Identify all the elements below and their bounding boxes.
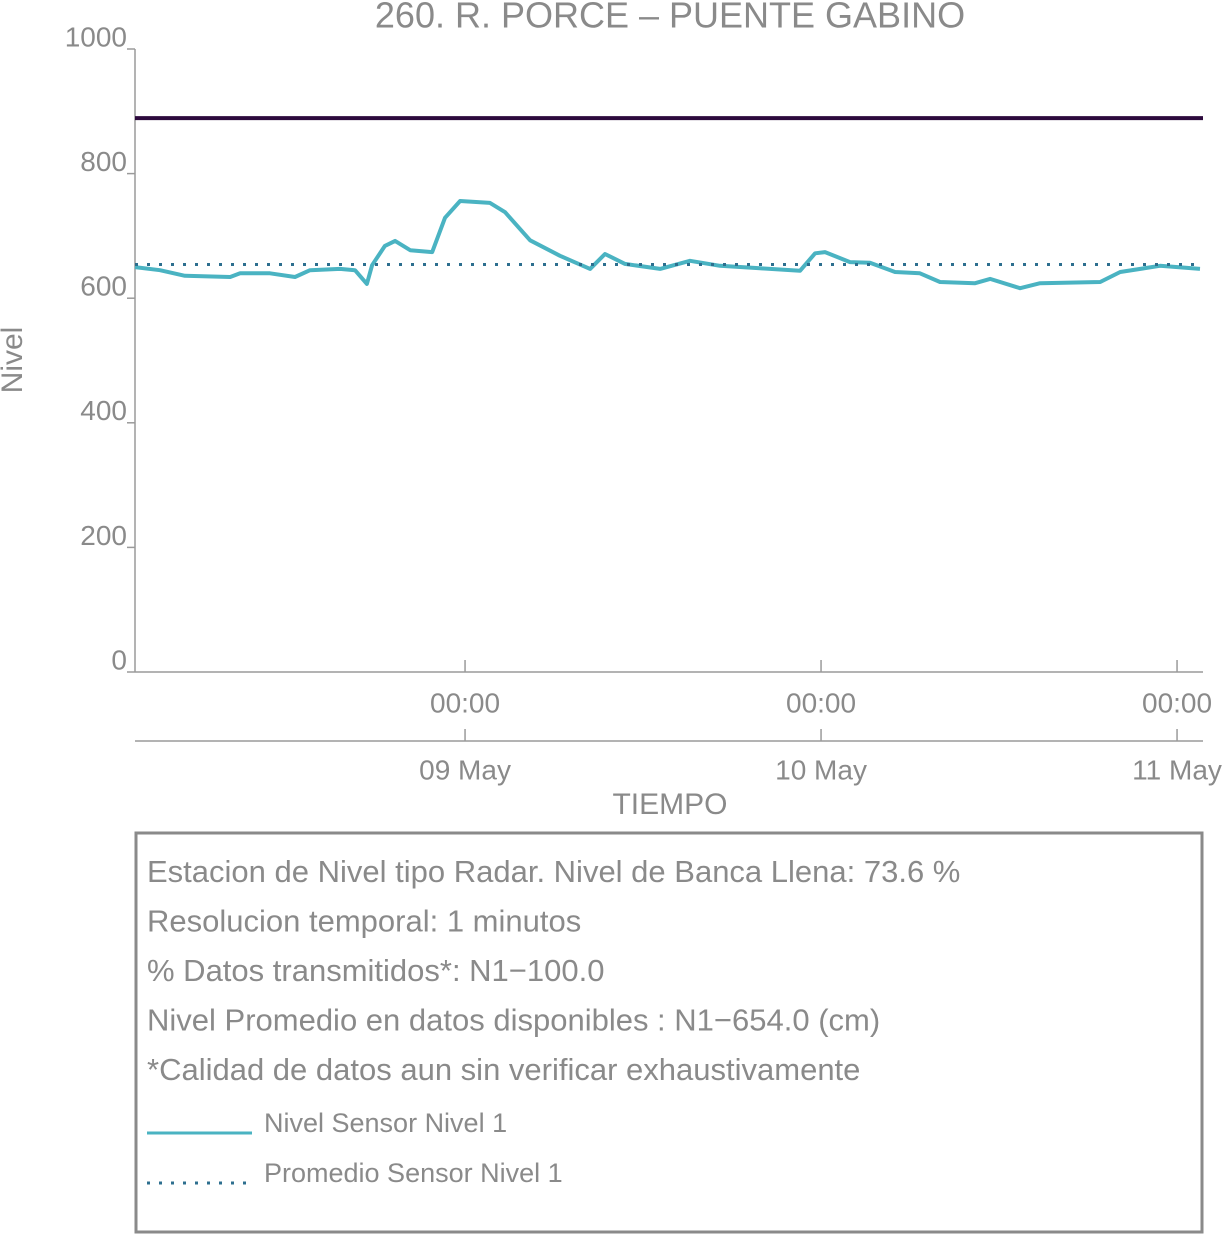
legend-label: Nivel Sensor Nivel 1	[264, 1108, 507, 1138]
info-line: Resolucion temporal: 1 minutos	[147, 904, 581, 939]
info-box	[134, 831, 1204, 1234]
y-tick-label: 0	[111, 644, 127, 675]
x-date-label: 11 May	[1132, 754, 1222, 785]
y-tick-label: 600	[80, 271, 127, 302]
info-line: Nivel Promedio en datos disponibles : N1…	[147, 1003, 880, 1038]
info-line: Estacion de Nivel tipo Radar. Nivel de B…	[147, 854, 960, 889]
x-tick-label: 00:00	[1142, 687, 1212, 718]
info-line: % Datos transmitidos*: N1−100.0	[147, 953, 604, 988]
x-date-label: 10 May	[775, 754, 867, 785]
legend-label: Promedio Sensor Nivel 1	[264, 1158, 563, 1188]
x-date-label: 09 May	[419, 754, 511, 785]
y-tick-label: 400	[80, 395, 127, 426]
data-line	[134, 199, 1201, 291]
chart-title: 260. R. PORCE – PUENTE GABINO	[375, 0, 965, 36]
x-axis-label: TIEMPO	[612, 788, 727, 821]
info-line: *Calidad de datos aun sin verificar exha…	[147, 1052, 860, 1087]
y-tick-label: 1000	[65, 21, 127, 52]
y-tick-label: 200	[80, 520, 127, 551]
x-tick-label: 00:00	[430, 687, 500, 718]
x-tick-label: 00:00	[786, 687, 856, 718]
y-axis-label: Nivel	[0, 327, 29, 394]
y-tick-label: 800	[80, 146, 127, 177]
